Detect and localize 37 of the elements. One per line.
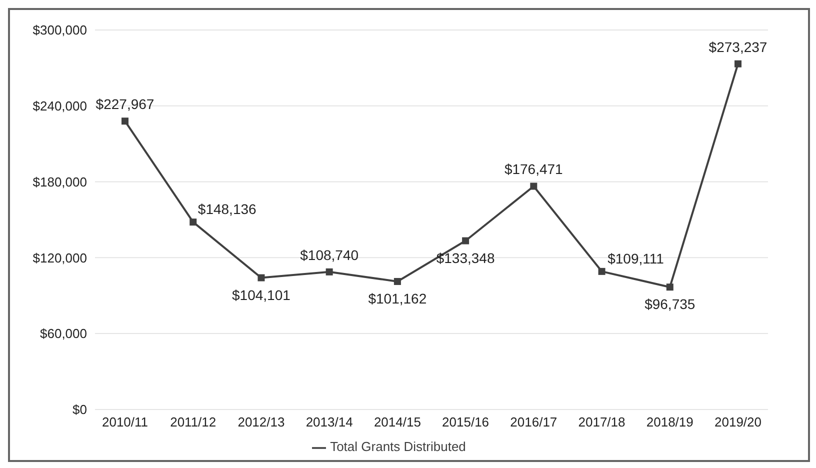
data-label: $104,101 <box>232 286 291 303</box>
point <box>258 274 265 282</box>
point <box>190 218 197 226</box>
point <box>666 284 674 291</box>
data-label: $101,162 <box>368 290 427 306</box>
point <box>122 118 128 125</box>
y-tick-label: $300,000 <box>32 22 87 38</box>
point <box>462 237 470 244</box>
x-tick-label: 2015/16 <box>442 414 490 430</box>
y-tick-label: $240,000 <box>32 98 87 114</box>
data-label: $148,136 <box>198 201 257 218</box>
x-tick-label: 2019/20 <box>714 414 762 430</box>
x-tick-label: 2013/14 <box>306 414 353 430</box>
point <box>734 60 742 68</box>
point <box>326 268 333 276</box>
x-tick-label: 2016/17 <box>510 414 558 430</box>
y-tick-label: $0 <box>72 402 87 418</box>
x-tick-label: 2012/13 <box>238 414 285 430</box>
x-tick-label: 2010/11 <box>102 414 148 430</box>
data-label: $133,348 <box>436 250 495 266</box>
x-tick-label: 2011/12 <box>170 414 216 430</box>
data-label: $273,237 <box>708 38 768 55</box>
data-label: $109,111 <box>608 250 664 266</box>
point <box>530 182 538 190</box>
data-label: $176,471 <box>504 161 564 178</box>
x-tick-label: 2018/19 <box>646 414 694 430</box>
data-label: $227,967 <box>96 96 154 112</box>
y-tick-label: $120,000 <box>32 250 87 266</box>
data-label: $96,735 <box>644 296 696 312</box>
legend-label: Total Grants Distributed <box>330 439 466 454</box>
x-tick-label: 2014/15 <box>374 414 421 430</box>
y-tick-label: $60,000 <box>40 326 87 342</box>
x-tick-label: 2017/18 <box>578 414 626 430</box>
data-label: $108,740 <box>300 246 359 263</box>
y-tick-label: $180,000 <box>32 174 87 190</box>
point <box>598 268 606 275</box>
point <box>394 278 401 285</box>
